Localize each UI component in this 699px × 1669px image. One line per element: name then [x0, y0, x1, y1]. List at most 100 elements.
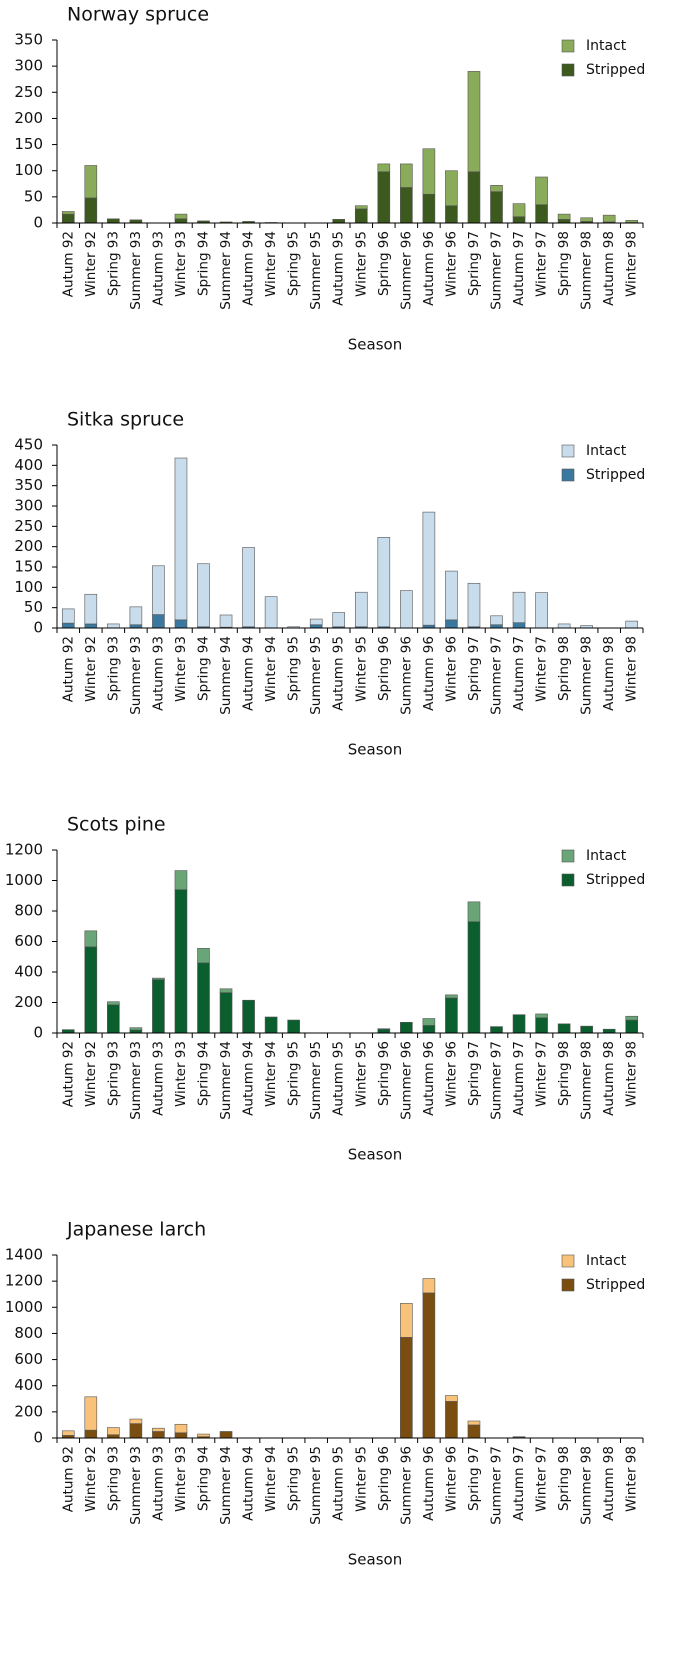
y-tick-label: 50 — [24, 187, 43, 205]
x-tick-label: Autumn 95 — [331, 636, 347, 711]
legend-swatch — [561, 444, 575, 458]
legend-swatch — [561, 468, 575, 482]
x-tick-label: Autum 92 — [60, 636, 76, 702]
x-tick-label: Spring 93 — [105, 636, 121, 701]
x-tick-label: Spring 97 — [466, 1446, 482, 1511]
bar-segment — [264, 596, 278, 629]
x-tick-label: Winter 97 — [534, 231, 550, 297]
bar-segment — [445, 619, 458, 629]
bar-segment — [422, 1018, 436, 1026]
bar-segment — [490, 185, 503, 192]
bar-segment — [445, 570, 458, 621]
x-tick-label: Winter 98 — [624, 1446, 640, 1512]
y-tick-label: 100 — [14, 578, 43, 596]
x-tick-label: Autumn 97 — [511, 1446, 527, 1521]
x-tick-label: Winter 95 — [353, 636, 369, 702]
x-tick-label: Autumn 94 — [241, 636, 257, 711]
x-tick-label: Summer 95 — [308, 1446, 324, 1525]
x-tick-label: Spring 95 — [286, 1446, 302, 1511]
bar-segment — [174, 213, 188, 220]
x-tick-label: Summer 97 — [489, 636, 505, 715]
bar-segment — [400, 187, 413, 224]
x-tick-label: Autumn 98 — [601, 1041, 617, 1116]
x-tick-label: Spring 97 — [466, 231, 482, 296]
bar-segment — [309, 618, 323, 626]
y-tick-label: 1200 — [5, 841, 43, 859]
chart-title: Scots pine — [67, 814, 166, 836]
chart: Norway spruce 0 50 100 150 200 250 300 350 Autum … — [14, 4, 645, 354]
x-tick-label: Winter 96 — [443, 636, 459, 702]
x-tick-label: Winter 94 — [263, 1446, 279, 1512]
legend-swatch — [561, 873, 575, 887]
bar-segment — [197, 1433, 210, 1437]
x-tick-label: Winter 98 — [624, 1041, 640, 1107]
bar-segment — [467, 1420, 481, 1426]
bar-segment — [625, 220, 639, 223]
x-tick-label: Spring 96 — [376, 636, 392, 701]
bar-segment — [377, 163, 391, 173]
bar-segment — [557, 623, 571, 629]
bar-segment — [445, 1401, 458, 1439]
x-tick-label: Summer 96 — [398, 231, 414, 310]
bar-segment — [602, 1028, 616, 1034]
bar-segment — [490, 615, 503, 626]
bar-segment — [377, 171, 391, 224]
y-tick-label: 200 — [14, 537, 43, 555]
legend-swatch — [561, 1278, 575, 1292]
x-tick-label: Summer 96 — [398, 1446, 414, 1525]
bar-segment — [107, 623, 120, 629]
bar-segment — [84, 930, 98, 948]
bar-segment — [400, 1337, 413, 1439]
bar-segment — [174, 218, 188, 224]
legend-swatch — [561, 1254, 575, 1268]
x-tick-label: Autumn 93 — [150, 231, 166, 306]
x-tick-label: Winter 93 — [173, 231, 189, 297]
bar-segment — [422, 1292, 436, 1439]
x-tick-label: Winter 93 — [173, 636, 189, 702]
bar-segment — [197, 948, 210, 964]
x-tick-label: Autumn 96 — [421, 1446, 437, 1521]
x-axis-label: Season — [348, 336, 402, 354]
x-tick-label: Spring 98 — [556, 231, 572, 296]
x-tick-label: Summer 93 — [128, 1041, 144, 1120]
bar-segment — [535, 204, 548, 224]
y-tick-label: 200 — [14, 993, 43, 1011]
x-tick-label: Autumn 94 — [241, 1446, 257, 1521]
bar-segment — [422, 1025, 436, 1034]
bar-segment — [602, 214, 616, 223]
bar-segment — [84, 1396, 98, 1431]
bar-segment — [467, 171, 481, 224]
x-tick-label: Winter 97 — [534, 636, 550, 702]
x-tick-label: Winter 92 — [83, 636, 99, 702]
x-tick-label: Autumn 97 — [511, 636, 527, 711]
x-tick-label: Winter 96 — [443, 231, 459, 297]
bar-segment — [174, 889, 188, 1034]
y-tick-label: 800 — [14, 1324, 43, 1342]
bar-segment — [467, 901, 481, 922]
x-tick-label: Summer 93 — [128, 1446, 144, 1525]
bar-segment — [467, 582, 481, 628]
chart-title: Sitka spruce — [67, 409, 184, 431]
y-tick-label: 0 — [33, 1024, 43, 1042]
x-tick-label: Summer 97 — [489, 231, 505, 310]
bar-segment — [174, 1423, 188, 1434]
bar-segment — [400, 1022, 413, 1034]
bar-segment — [129, 606, 143, 626]
y-tick-label: 450 — [14, 436, 43, 454]
bar-segment — [625, 1015, 639, 1021]
bar-segment — [354, 208, 368, 224]
bar-segment — [512, 622, 526, 629]
x-tick-label: Spring 97 — [466, 1041, 482, 1106]
x-tick-label: Spring 93 — [105, 1446, 121, 1511]
y-tick-label: 1000 — [5, 1298, 43, 1316]
bar-segment — [467, 1424, 481, 1439]
x-tick-label: Autumn 93 — [150, 1446, 166, 1521]
bar-segment — [512, 203, 526, 218]
x-tick-label: Spring 94 — [196, 231, 212, 296]
x-tick-label: Winter 93 — [173, 1041, 189, 1107]
x-tick-label: Winter 94 — [263, 231, 279, 297]
x-tick-label: Winter 92 — [83, 231, 99, 297]
y-tick-label: 350 — [14, 31, 43, 49]
bar-segment — [422, 193, 436, 224]
